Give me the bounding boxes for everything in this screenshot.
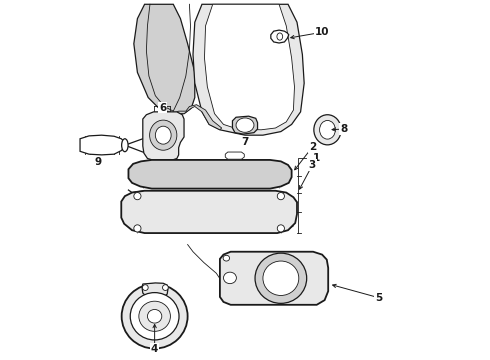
Ellipse shape — [223, 255, 230, 261]
Ellipse shape — [155, 126, 171, 144]
Ellipse shape — [255, 253, 307, 303]
Ellipse shape — [319, 121, 335, 139]
Polygon shape — [220, 252, 328, 305]
Polygon shape — [143, 112, 184, 160]
Text: 9: 9 — [95, 157, 101, 167]
Ellipse shape — [277, 33, 283, 40]
Polygon shape — [232, 116, 258, 134]
Text: 4: 4 — [151, 343, 158, 354]
Polygon shape — [122, 191, 297, 233]
Ellipse shape — [147, 310, 162, 323]
Text: 5: 5 — [375, 293, 382, 303]
Ellipse shape — [139, 301, 171, 331]
Polygon shape — [204, 4, 294, 130]
Ellipse shape — [277, 193, 285, 200]
Polygon shape — [271, 30, 289, 43]
Text: 6: 6 — [159, 103, 166, 113]
Ellipse shape — [134, 193, 141, 200]
Ellipse shape — [236, 118, 254, 132]
Polygon shape — [134, 4, 195, 114]
Polygon shape — [225, 152, 245, 159]
Ellipse shape — [163, 285, 168, 291]
Ellipse shape — [122, 139, 128, 152]
Polygon shape — [128, 160, 292, 189]
Text: 10: 10 — [315, 27, 329, 37]
Text: 1: 1 — [313, 153, 320, 163]
Ellipse shape — [149, 120, 177, 150]
Ellipse shape — [263, 261, 299, 296]
Text: 2: 2 — [309, 142, 316, 152]
Ellipse shape — [143, 285, 148, 291]
Ellipse shape — [277, 225, 285, 232]
Text: 7: 7 — [241, 138, 249, 147]
Ellipse shape — [223, 272, 236, 284]
Ellipse shape — [122, 284, 188, 348]
Ellipse shape — [314, 115, 341, 145]
Text: 3: 3 — [309, 160, 316, 170]
Polygon shape — [80, 135, 125, 155]
Ellipse shape — [130, 293, 179, 340]
Polygon shape — [142, 283, 168, 298]
Polygon shape — [173, 105, 221, 130]
Text: 8: 8 — [340, 124, 347, 134]
Polygon shape — [193, 4, 304, 135]
Ellipse shape — [134, 225, 141, 232]
